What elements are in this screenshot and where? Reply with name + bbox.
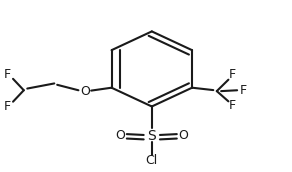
Text: F: F (4, 100, 11, 113)
Text: O: O (80, 85, 90, 99)
Text: Cl: Cl (146, 154, 158, 167)
Text: O: O (178, 129, 188, 142)
Text: F: F (229, 68, 236, 81)
Text: F: F (229, 99, 236, 112)
Text: S: S (147, 129, 156, 143)
Text: F: F (4, 68, 11, 80)
Text: F: F (239, 84, 246, 97)
Text: O: O (116, 129, 125, 142)
